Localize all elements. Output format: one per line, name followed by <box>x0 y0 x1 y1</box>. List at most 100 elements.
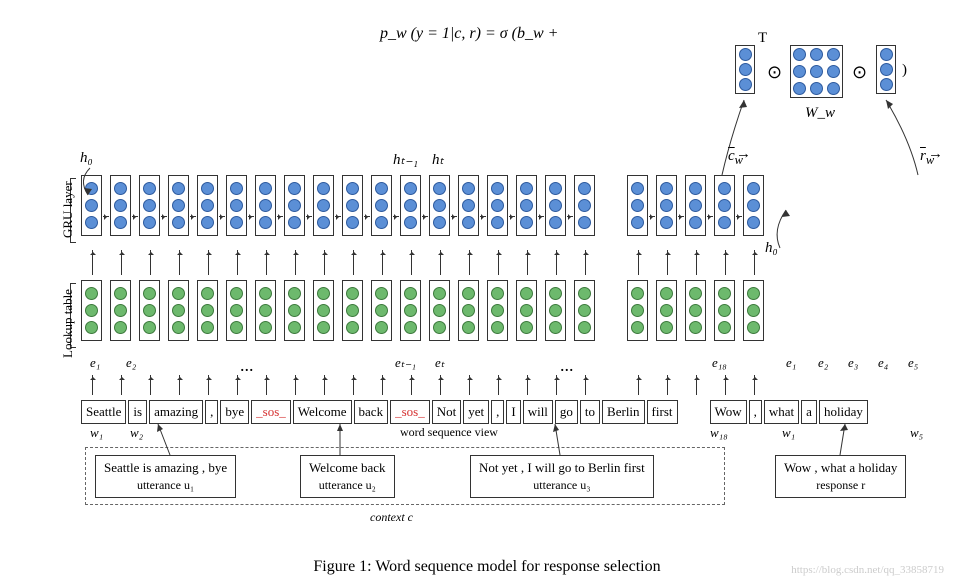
word-box: is <box>128 400 147 424</box>
ht-1-label: hₜ₋₁ <box>393 150 418 169</box>
re3-label: e₃ <box>848 355 858 371</box>
lookup-cell <box>685 280 706 341</box>
v-arrow-icon <box>237 375 238 395</box>
lookup-cell <box>313 280 334 341</box>
rw1-label: w₁ <box>782 425 795 441</box>
gru-cell <box>545 175 566 236</box>
gru-cell <box>458 175 479 236</box>
rw-label: rw→ <box>920 148 934 168</box>
watermark-text: https://blog.csdn.net/qq_33858719 <box>791 564 944 576</box>
v-arrow-icon <box>527 375 528 395</box>
v-arrow-icon <box>353 250 354 275</box>
h-arrow-icon <box>678 216 684 217</box>
v-arrow-icon <box>179 375 180 395</box>
r-label: response r <box>784 478 897 493</box>
et-1-label: eₜ₋₁ <box>395 355 416 371</box>
h-arrow-icon <box>509 216 515 217</box>
h-arrow-icon <box>277 216 283 217</box>
gru-cell <box>342 175 363 236</box>
v-arrow-icon <box>208 250 209 275</box>
w18-label: w₁₈ <box>710 425 728 441</box>
v-arrow-icon <box>324 250 325 275</box>
h-arrow-icon <box>335 216 341 217</box>
v-arrow-icon <box>150 250 151 275</box>
v-arrow-icon <box>556 375 557 395</box>
word-box: bye <box>220 400 249 424</box>
w1-label: w₁ <box>90 425 103 441</box>
h-arrow-icon <box>707 216 713 217</box>
cw-label: cw→ <box>728 148 743 168</box>
lookup-cell <box>371 280 392 341</box>
h-arrow-icon <box>393 216 399 217</box>
r-text: Wow , what a holiday <box>784 460 897 476</box>
lookup-axis-label: Lookup table <box>60 289 76 358</box>
v-arrow-icon <box>121 375 122 395</box>
lookup-cell <box>110 280 131 341</box>
v-arrow-icon <box>411 375 412 395</box>
v-arrow-icon <box>121 250 122 275</box>
ellipsis-e2: ... <box>560 355 574 376</box>
lookup-cell <box>284 280 305 341</box>
v-arrow-icon <box>353 375 354 395</box>
e2-label: e₂ <box>126 355 136 371</box>
lookup-cell <box>197 280 218 341</box>
gru-cell <box>255 175 276 236</box>
word-box: _sos_ <box>390 400 430 424</box>
context-dashed-box <box>85 447 725 505</box>
word-box: back <box>354 400 389 424</box>
word-box: first <box>647 400 678 424</box>
lookup-cell <box>458 280 479 341</box>
h-arrow-icon <box>219 216 225 217</box>
h0-label: h₀ <box>80 150 93 167</box>
cw-vector <box>735 45 755 94</box>
h-arrow-icon <box>132 216 138 217</box>
v-arrow-icon <box>725 375 726 395</box>
gru-cell <box>487 175 508 236</box>
lookup-cell <box>545 280 566 341</box>
gru-cell <box>400 175 421 236</box>
v-arrow-icon <box>667 250 668 275</box>
h-arrow-icon <box>451 216 457 217</box>
re2-label: e₂ <box>818 355 828 371</box>
word-box: Not <box>432 400 462 424</box>
lookup-cell <box>168 280 189 341</box>
v-arrow-icon <box>638 250 639 275</box>
word-box: Berlin <box>602 400 645 424</box>
v-arrow-icon <box>585 250 586 275</box>
gru-cell <box>110 175 131 236</box>
word-box: Seattle <box>81 400 126 424</box>
h-arrow-icon <box>190 216 196 217</box>
v-arrow-icon <box>150 375 151 395</box>
ht-label: hₜ <box>432 150 444 169</box>
v-arrow-icon <box>556 250 557 275</box>
gru-cell <box>313 175 334 236</box>
lookup-row <box>80 280 765 341</box>
word-box: , <box>749 400 762 424</box>
gru-axis-label: GRU layer <box>60 181 76 238</box>
v-arrow-icon <box>469 250 470 275</box>
word-box: yet <box>463 400 489 424</box>
gru-cell <box>168 175 189 236</box>
v-arrow-icon <box>440 375 441 395</box>
gru-cell <box>81 175 102 236</box>
gru-cell <box>516 175 537 236</box>
word-box: will <box>523 400 553 424</box>
context-label: context c <box>370 510 413 525</box>
v-arrow-icon <box>295 250 296 275</box>
v-arrow-icon <box>469 375 470 395</box>
w2-label: w₂ <box>130 425 143 441</box>
word-box: , <box>491 400 504 424</box>
v-arrow-icon <box>754 375 755 395</box>
v-arrow-icon <box>527 250 528 275</box>
gru-cell <box>685 175 706 236</box>
word-box: go <box>555 400 578 424</box>
e1-label: e₁ <box>90 355 100 371</box>
response-r-box: Wow , what a holiday response r <box>775 455 906 498</box>
lookup-cell <box>81 280 102 341</box>
word-box: holiday <box>819 400 868 424</box>
word-row: Seattleisamazing,bye_sos_Welcomeback_sos… <box>80 400 869 424</box>
v-arrow-icon <box>295 375 296 395</box>
v-arrow-icon <box>382 375 383 395</box>
gru-cell <box>627 175 648 236</box>
gru-cell <box>656 175 677 236</box>
